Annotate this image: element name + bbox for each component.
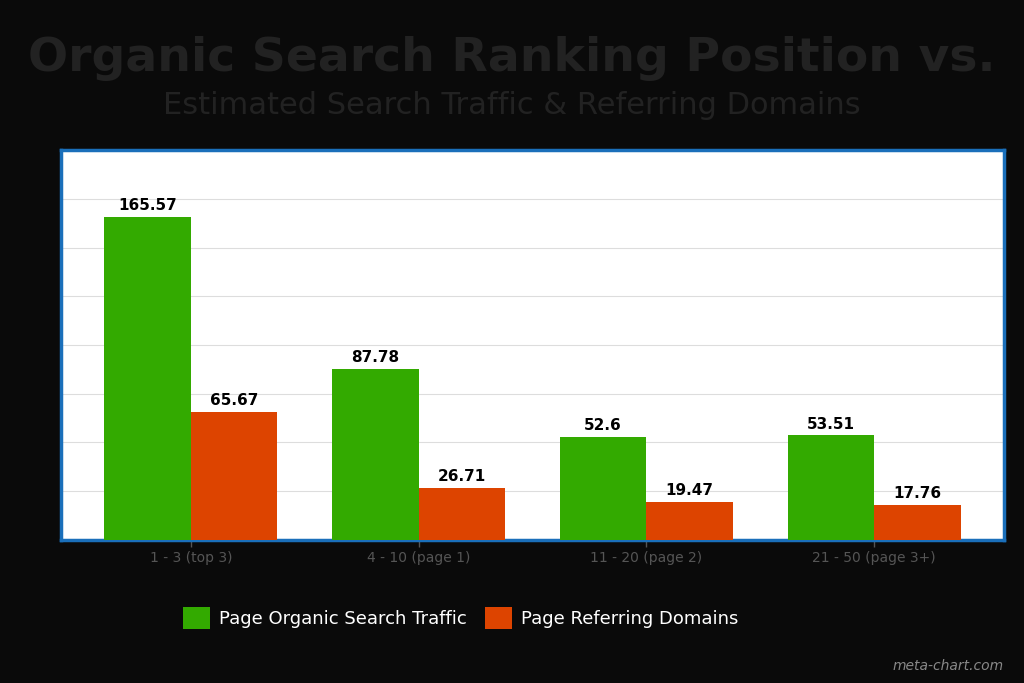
Text: 65.67: 65.67	[210, 393, 258, 408]
Text: Organic Search Ranking Position vs.: Organic Search Ranking Position vs.	[29, 36, 995, 81]
Text: 52.6: 52.6	[585, 418, 622, 433]
Bar	[104, 217, 190, 540]
Text: 17.76: 17.76	[893, 486, 941, 501]
Text: 19.47: 19.47	[666, 483, 714, 498]
Bar	[332, 369, 419, 540]
Text: meta-chart.com: meta-chart.com	[892, 659, 1004, 673]
Bar	[419, 488, 505, 540]
Bar	[646, 502, 733, 540]
Legend: Page Organic Search Traffic, Page Referring Domains: Page Organic Search Traffic, Page Referr…	[176, 600, 745, 637]
Text: 53.51: 53.51	[807, 417, 855, 432]
Bar	[560, 437, 646, 540]
Text: 87.78: 87.78	[351, 350, 399, 365]
Text: 26.71: 26.71	[437, 469, 486, 484]
Bar	[190, 412, 278, 540]
Text: Estimated Search Traffic & Referring Domains: Estimated Search Traffic & Referring Dom…	[163, 92, 861, 120]
Bar	[874, 505, 961, 540]
Text: 165.57: 165.57	[118, 198, 177, 213]
Bar	[787, 435, 874, 540]
